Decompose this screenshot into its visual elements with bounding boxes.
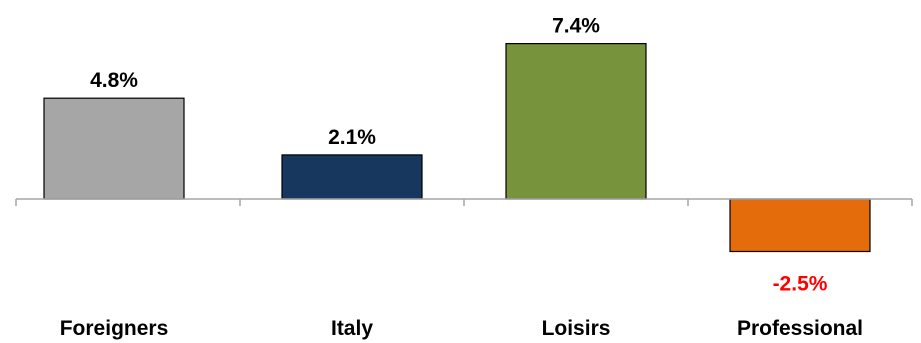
bar-loisirs: [505, 42, 647, 200]
value-label-foreigners: 4.8%: [90, 69, 138, 92]
bar-foreigners: [43, 97, 185, 200]
category-label-foreigners: Foreigners: [60, 317, 169, 340]
value-label-loisirs: 7.4%: [552, 15, 600, 38]
bar-professional: [729, 198, 871, 253]
category-label-italy: Italy: [331, 317, 373, 340]
category-label-professional: Professional: [737, 317, 863, 340]
value-label-italy: 2.1%: [328, 126, 376, 149]
value-label-professional: -2.5%: [773, 273, 828, 296]
labels-group: 4.8% Foreigners 2.1% Italy 7.4% Loisirs -2.5% P…: [60, 15, 863, 340]
bar-italy: [281, 154, 423, 200]
x-axis: [15, 198, 913, 206]
category-label-loisirs: Loisirs: [542, 317, 611, 340]
bars-group: [43, 42, 871, 253]
